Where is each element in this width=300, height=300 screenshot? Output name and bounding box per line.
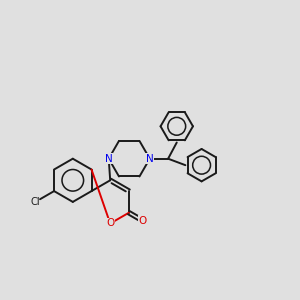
Text: O: O — [106, 218, 114, 229]
Text: N: N — [146, 154, 154, 164]
Text: N: N — [105, 154, 112, 164]
Text: Cl: Cl — [31, 197, 40, 207]
Text: O: O — [139, 216, 147, 226]
